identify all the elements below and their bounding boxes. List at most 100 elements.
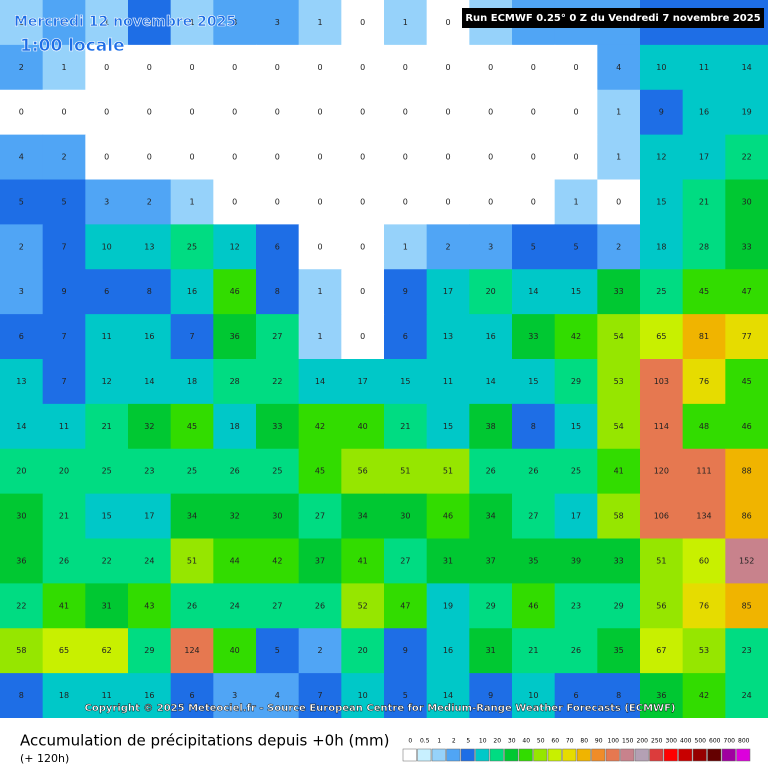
scale-label: 40 (522, 738, 530, 745)
precip-value: 38 (486, 422, 496, 431)
precip-value: 40 (358, 422, 368, 431)
precip-value: 86 (742, 512, 752, 521)
precip-cell (384, 314, 428, 360)
precip-value: 27 (315, 512, 325, 521)
scale-swatch (489, 748, 504, 762)
precip-cell (597, 314, 641, 360)
precip-value: 0 (360, 287, 365, 296)
precip-cell (170, 448, 214, 495)
precip-value: 28 (699, 242, 709, 251)
precip-cell (725, 673, 768, 719)
precip-cell (170, 0, 214, 46)
precip-cell (426, 538, 470, 584)
precip-cell (640, 448, 684, 495)
precip-cell (512, 314, 556, 360)
precip-cell (682, 628, 726, 674)
precip-cell (128, 179, 172, 225)
precip-value: 40 (230, 646, 240, 655)
precip-value: 60 (699, 556, 709, 565)
precip-cell (0, 673, 44, 719)
precip-cell (682, 269, 726, 315)
precip-cell (170, 89, 214, 136)
precip-value: 5 (275, 646, 280, 655)
precip-value: 0 (445, 153, 450, 162)
precip-cell (256, 269, 300, 315)
precip-value: 1 (616, 108, 621, 117)
precip-cell (682, 673, 726, 719)
precip-value: 62 (102, 646, 112, 655)
precip-cell (725, 628, 768, 674)
precip-cell (384, 89, 428, 136)
scale-label: 800 (738, 738, 750, 745)
precip-cell (341, 359, 385, 405)
precip-value: 0 (104, 153, 109, 162)
precip-value: 15 (443, 422, 453, 431)
precip-cell (298, 224, 342, 270)
scale-label: 60 (551, 738, 559, 745)
scale-label: 30 (508, 738, 516, 745)
precip-cell (597, 269, 641, 315)
precip-value: 26 (486, 467, 496, 476)
precip-cell (597, 224, 641, 270)
precip-cell (640, 179, 684, 225)
precip-value: 0 (403, 153, 408, 162)
precip-value: 27 (272, 332, 282, 341)
precip-cell (640, 628, 684, 674)
precip-cell (512, 628, 556, 674)
precip-value: 46 (528, 601, 538, 610)
precip-value: 28 (230, 377, 240, 386)
precip-cell (85, 359, 129, 405)
precip-cell (384, 179, 428, 225)
precip-cell (597, 44, 641, 91)
precip-cell (469, 583, 513, 629)
precip-cell (298, 44, 342, 91)
precip-value: 25 (571, 467, 581, 476)
precip-cell (384, 0, 428, 46)
precip-cell (512, 493, 556, 539)
precip-cell (298, 628, 342, 674)
precip-cell (682, 538, 726, 584)
precip-value: 21 (528, 646, 538, 655)
precip-cell (341, 269, 385, 315)
scale-swatch (417, 748, 432, 762)
precip-cell (554, 673, 598, 719)
precip-value: 17 (443, 287, 453, 296)
precip-value: 27 (528, 512, 538, 521)
precip-value: 34 (187, 512, 197, 521)
precip-value: 9 (403, 646, 408, 655)
precip-cell (170, 269, 214, 315)
precip-value: 35 (528, 556, 538, 565)
precip-cell (384, 403, 428, 450)
precip-value: 5 (147, 18, 152, 27)
precip-value: 1 (317, 332, 322, 341)
precip-cell (512, 583, 556, 629)
precip-cell (554, 538, 598, 584)
precip-cell (725, 134, 768, 180)
legend: 0 0.5 1 2 5 10 20 30 40 50 60 70 80 90 100 150 200 250 300… (402, 738, 751, 762)
precip-value: 65 (656, 332, 666, 341)
precip-value: 2 (61, 153, 66, 162)
precip-value: 8 (19, 691, 24, 700)
precip-value: 0 (403, 108, 408, 117)
precip-value: 25 (272, 467, 282, 476)
precip-value: 11 (443, 377, 453, 386)
scale-label: 400 (680, 738, 692, 745)
precip-value: 2 (61, 18, 66, 27)
precip-cell (213, 673, 257, 719)
precip-cell (469, 269, 513, 315)
precip-cell (469, 134, 513, 180)
precip-cell (682, 224, 726, 270)
precip-cell (213, 448, 257, 495)
precip-value: 21 (102, 422, 112, 431)
precip-value: 7 (61, 332, 66, 341)
precip-value: 0 (360, 18, 365, 27)
precip-cell (42, 179, 86, 225)
run-box (462, 8, 764, 28)
precip-cell (85, 44, 129, 91)
precip-cell (128, 134, 172, 180)
precip-value: 76 (699, 377, 709, 386)
precip-cell (384, 673, 428, 719)
precip-cell (640, 89, 684, 136)
precip-cell (256, 179, 300, 225)
precip-value: 85 (742, 601, 752, 610)
